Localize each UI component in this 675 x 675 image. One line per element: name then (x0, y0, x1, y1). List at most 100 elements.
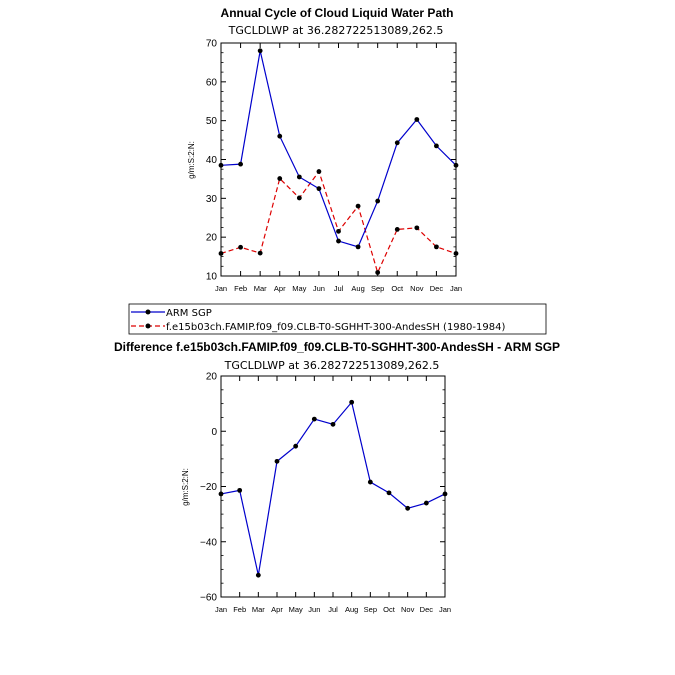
x-tick-label: Nov (401, 605, 415, 614)
data-point (218, 251, 224, 256)
x-tick-label: Aug (345, 605, 358, 614)
legend-marker-arm-sgp (145, 309, 151, 315)
data-point (336, 238, 341, 244)
legend-box (128, 303, 547, 335)
data-point (355, 244, 361, 250)
y-tick-label: 50 (206, 116, 218, 127)
x-tick-label: Mar (254, 284, 267, 293)
x-tick-label: Sep (364, 605, 377, 614)
data-point (238, 244, 243, 250)
data-point (257, 48, 263, 54)
bottom-chart-title: Difference f.e15b03ch.FAMIP.f09_f09.CLB-… (114, 340, 560, 354)
y-tick-label: 20 (206, 372, 218, 383)
data-point (237, 487, 243, 493)
data-point (453, 162, 459, 168)
y-tick-label: 0 (211, 427, 217, 438)
data-point (394, 227, 400, 232)
legend-label-model: f.e15b03ch.FAMIP.f09_f09.CLB-T0-SGHHT-30… (166, 322, 505, 333)
x-tick-label: Aug (351, 284, 364, 293)
bottom-axis-ticks: −60 −40 −20 0 20 Jan Feb Mar Apr May Jun Jul Aug Sep O… (200, 372, 451, 615)
data-point (277, 133, 283, 139)
data-point (367, 479, 373, 485)
data-point (375, 270, 381, 275)
y-tick-label: −60 (200, 593, 217, 604)
data-point (336, 228, 341, 234)
x-tick-label: Oct (383, 605, 396, 614)
y-tick-label: 30 (206, 194, 218, 205)
x-tick-label: Feb (234, 284, 247, 293)
y-tick-label: 40 (206, 155, 218, 166)
x-tick-label: Nov (410, 284, 424, 293)
top-series (218, 48, 459, 275)
x-tick-label: Jul (328, 605, 338, 614)
top-chart-title: Annual Cycle of Cloud Liquid Water Path (221, 6, 454, 20)
data-point (414, 225, 420, 231)
x-tick-label: Jan (450, 284, 462, 293)
x-tick-label: Jul (334, 284, 344, 293)
legend-label-arm-sgp: ARM SGP (166, 308, 212, 319)
y-tick-label: −20 (200, 482, 217, 493)
bottom-series (218, 399, 448, 578)
data-point (330, 421, 336, 427)
data-point (355, 203, 361, 209)
data-point (442, 491, 448, 497)
data-point (274, 458, 280, 464)
data-point (405, 505, 411, 511)
series-line (220, 170, 457, 275)
bottom-chart: Difference f.e15b03ch.FAMIP.f09_f09.CLB-… (114, 340, 560, 614)
x-tick-label: Jan (439, 605, 451, 614)
data-point (218, 162, 224, 168)
x-tick-label: May (289, 605, 303, 614)
x-tick-label: Mar (252, 605, 265, 614)
legend: ARM SGP f.e15b03ch.FAMIP.f09_f09.CLB-T0-… (128, 303, 547, 335)
top-y-axis-label: g/m:S:2:N: (187, 141, 196, 179)
x-tick-label: May (292, 284, 306, 293)
x-tick-label: Jan (215, 605, 227, 614)
data-point (386, 490, 392, 496)
bottom-plot-frame (220, 375, 446, 598)
data-point (311, 416, 317, 422)
y-tick-label: 70 (206, 39, 218, 50)
series-line (220, 50, 457, 248)
data-point (296, 174, 302, 180)
data-point (277, 176, 283, 181)
data-point (423, 500, 429, 506)
x-tick-label: Jun (308, 605, 320, 614)
data-point (218, 491, 224, 497)
y-tick-label: 10 (206, 272, 218, 283)
x-tick-label: Oct (391, 284, 404, 293)
x-tick-label: Dec (430, 284, 444, 293)
data-point (414, 117, 420, 122)
series-line (220, 400, 446, 576)
data-point (293, 443, 299, 449)
data-point (255, 572, 261, 578)
y-tick-label: −40 (200, 537, 217, 548)
data-point (316, 169, 322, 174)
y-tick-label: 20 (206, 233, 218, 244)
x-tick-label: Apr (271, 605, 283, 614)
data-point (257, 250, 263, 256)
data-point (375, 198, 381, 204)
legend-marker-model (145, 323, 151, 329)
x-tick-label: Feb (233, 605, 246, 614)
data-point (434, 143, 439, 149)
x-tick-label: Jan (215, 284, 227, 293)
data-point (394, 140, 400, 146)
y-tick-label: 60 (206, 77, 218, 88)
top-axis-ticks: 10 20 30 40 50 60 70 Jan Feb Mar Apr May Jun Jul Aug Se… (206, 39, 462, 294)
data-point (316, 186, 322, 192)
data-point (238, 161, 243, 167)
x-tick-label: Jun (313, 284, 325, 293)
top-chart: Annual Cycle of Cloud Liquid Water Path … (187, 6, 462, 293)
data-point (434, 244, 439, 250)
x-tick-label: Apr (274, 284, 286, 293)
bottom-chart-subtitle: TGCLDLWP at 36.282722513089,262.5 (224, 359, 440, 372)
bottom-y-axis-label: g/m:S:2:N: (181, 468, 190, 506)
x-tick-label: Dec (420, 605, 434, 614)
x-tick-label: Sep (371, 284, 384, 293)
top-chart-subtitle: TGCLDLWP at 36.282722513089,262.5 (228, 24, 444, 37)
data-point (453, 251, 459, 256)
data-point (349, 399, 355, 405)
data-point (296, 195, 302, 201)
